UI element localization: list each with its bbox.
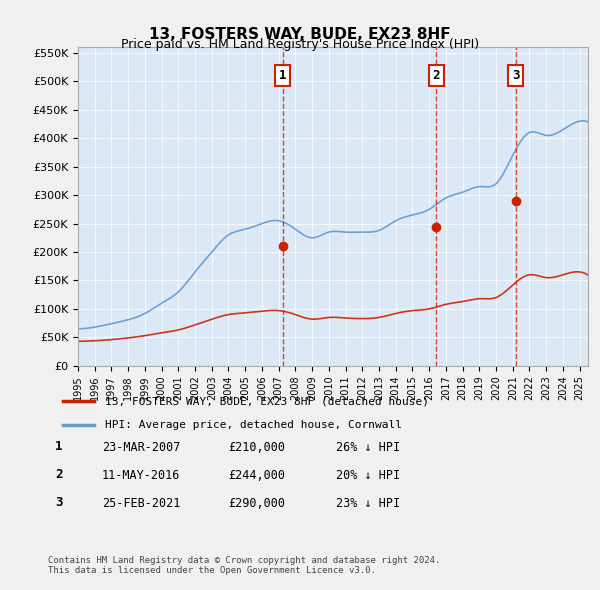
Text: 2: 2 — [433, 69, 440, 82]
Text: 25-FEB-2021: 25-FEB-2021 — [102, 497, 181, 510]
Text: Contains HM Land Registry data © Crown copyright and database right 2024.
This d: Contains HM Land Registry data © Crown c… — [48, 556, 440, 575]
Text: 11-MAY-2016: 11-MAY-2016 — [102, 469, 181, 482]
Text: 23-MAR-2007: 23-MAR-2007 — [102, 441, 181, 454]
Text: 1: 1 — [279, 69, 287, 82]
Text: 13, FOSTERS WAY, BUDE, EX23 8HF (detached house): 13, FOSTERS WAY, BUDE, EX23 8HF (detache… — [105, 396, 429, 407]
Text: 2: 2 — [55, 468, 62, 481]
Text: Price paid vs. HM Land Registry's House Price Index (HPI): Price paid vs. HM Land Registry's House … — [121, 38, 479, 51]
Text: £210,000: £210,000 — [228, 441, 285, 454]
Text: 23% ↓ HPI: 23% ↓ HPI — [336, 497, 400, 510]
Text: 3: 3 — [55, 496, 62, 510]
Text: £244,000: £244,000 — [228, 469, 285, 482]
Text: 1: 1 — [55, 440, 62, 453]
Text: 3: 3 — [512, 69, 519, 82]
Text: £290,000: £290,000 — [228, 497, 285, 510]
Text: HPI: Average price, detached house, Cornwall: HPI: Average price, detached house, Corn… — [105, 419, 402, 430]
Text: 26% ↓ HPI: 26% ↓ HPI — [336, 441, 400, 454]
Text: 13, FOSTERS WAY, BUDE, EX23 8HF: 13, FOSTERS WAY, BUDE, EX23 8HF — [149, 27, 451, 41]
Text: 20% ↓ HPI: 20% ↓ HPI — [336, 469, 400, 482]
